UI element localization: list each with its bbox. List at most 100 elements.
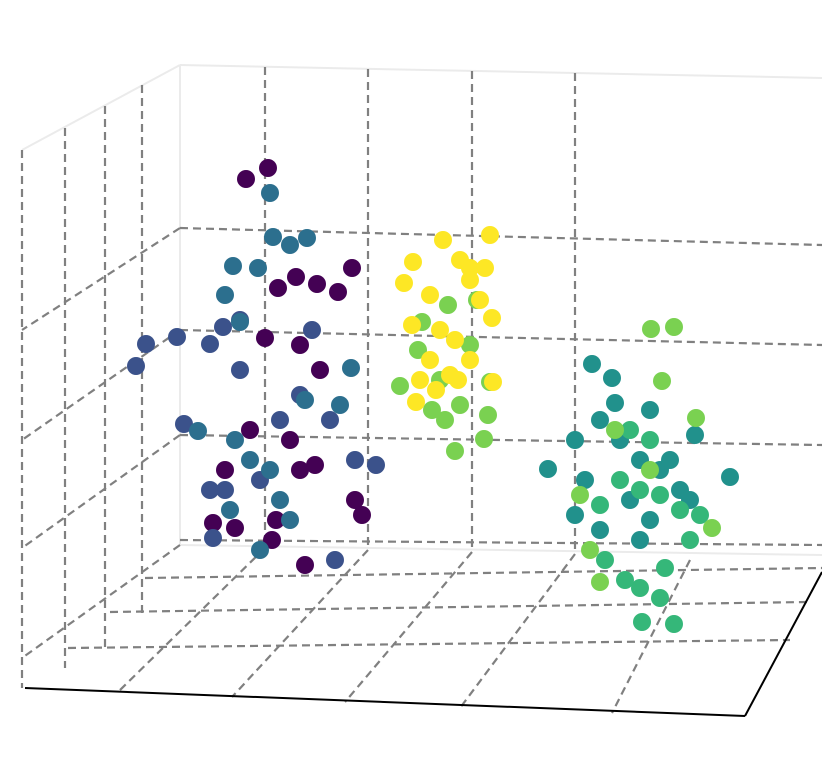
point	[641, 431, 659, 449]
point	[721, 468, 739, 486]
point	[343, 259, 361, 277]
point	[631, 531, 649, 549]
point	[216, 481, 234, 499]
point	[661, 451, 679, 469]
point	[651, 589, 669, 607]
point	[641, 401, 659, 419]
point	[484, 373, 502, 391]
point	[691, 506, 709, 524]
point	[137, 335, 155, 353]
point	[267, 511, 285, 529]
point	[216, 461, 234, 479]
point	[221, 501, 239, 519]
point	[226, 519, 244, 537]
point	[224, 257, 242, 275]
point	[291, 461, 309, 479]
point	[403, 316, 421, 334]
point	[591, 521, 609, 539]
point	[641, 461, 659, 479]
point	[475, 430, 493, 448]
point	[214, 318, 232, 336]
point	[665, 615, 683, 633]
point	[251, 541, 269, 559]
point	[583, 355, 601, 373]
point	[439, 296, 457, 314]
point	[346, 451, 364, 469]
point	[606, 394, 624, 412]
point	[471, 291, 489, 309]
point	[687, 409, 705, 427]
point	[576, 471, 594, 489]
point	[483, 309, 501, 327]
point	[633, 613, 651, 631]
point	[404, 253, 422, 271]
point	[479, 406, 497, 424]
point	[353, 506, 371, 524]
point	[431, 321, 449, 339]
point	[642, 320, 660, 338]
point	[671, 501, 689, 519]
axes-box	[20, 64, 822, 717]
point	[241, 451, 259, 469]
point	[461, 336, 479, 354]
point	[427, 381, 445, 399]
point	[303, 321, 321, 339]
point	[281, 431, 299, 449]
point	[296, 556, 314, 574]
point	[308, 275, 326, 293]
point	[423, 401, 441, 419]
point	[168, 328, 186, 346]
point	[606, 421, 624, 439]
point	[281, 511, 299, 529]
point	[571, 486, 589, 504]
point	[539, 460, 557, 478]
point	[446, 331, 464, 349]
point	[591, 496, 609, 514]
point	[231, 313, 249, 331]
point	[201, 481, 219, 499]
point	[566, 431, 584, 449]
point	[271, 491, 289, 509]
point	[329, 283, 347, 301]
point	[306, 456, 324, 474]
point	[631, 481, 649, 499]
point	[581, 541, 599, 559]
point	[391, 377, 409, 395]
point	[311, 361, 329, 379]
point	[446, 442, 464, 460]
point	[621, 421, 639, 439]
point	[263, 531, 281, 549]
points	[127, 159, 739, 633]
point	[287, 268, 305, 286]
point	[201, 335, 219, 353]
point	[566, 506, 584, 524]
point	[449, 371, 467, 389]
point	[591, 573, 609, 591]
point	[703, 519, 721, 537]
point	[681, 531, 699, 549]
point	[461, 271, 479, 289]
point	[411, 371, 429, 389]
point	[226, 431, 244, 449]
point	[591, 411, 609, 429]
point	[127, 357, 145, 375]
point	[237, 170, 255, 188]
point	[346, 491, 364, 509]
point	[686, 426, 704, 444]
point	[596, 551, 614, 569]
point	[611, 471, 629, 489]
point	[256, 329, 274, 347]
point	[481, 226, 499, 244]
point	[326, 551, 344, 569]
point	[271, 411, 289, 429]
point	[264, 228, 282, 246]
point	[653, 372, 671, 390]
point	[656, 559, 674, 577]
point	[342, 359, 360, 377]
point	[395, 274, 413, 292]
point	[296, 391, 314, 409]
point	[231, 361, 249, 379]
point	[616, 571, 634, 589]
point	[461, 351, 479, 369]
